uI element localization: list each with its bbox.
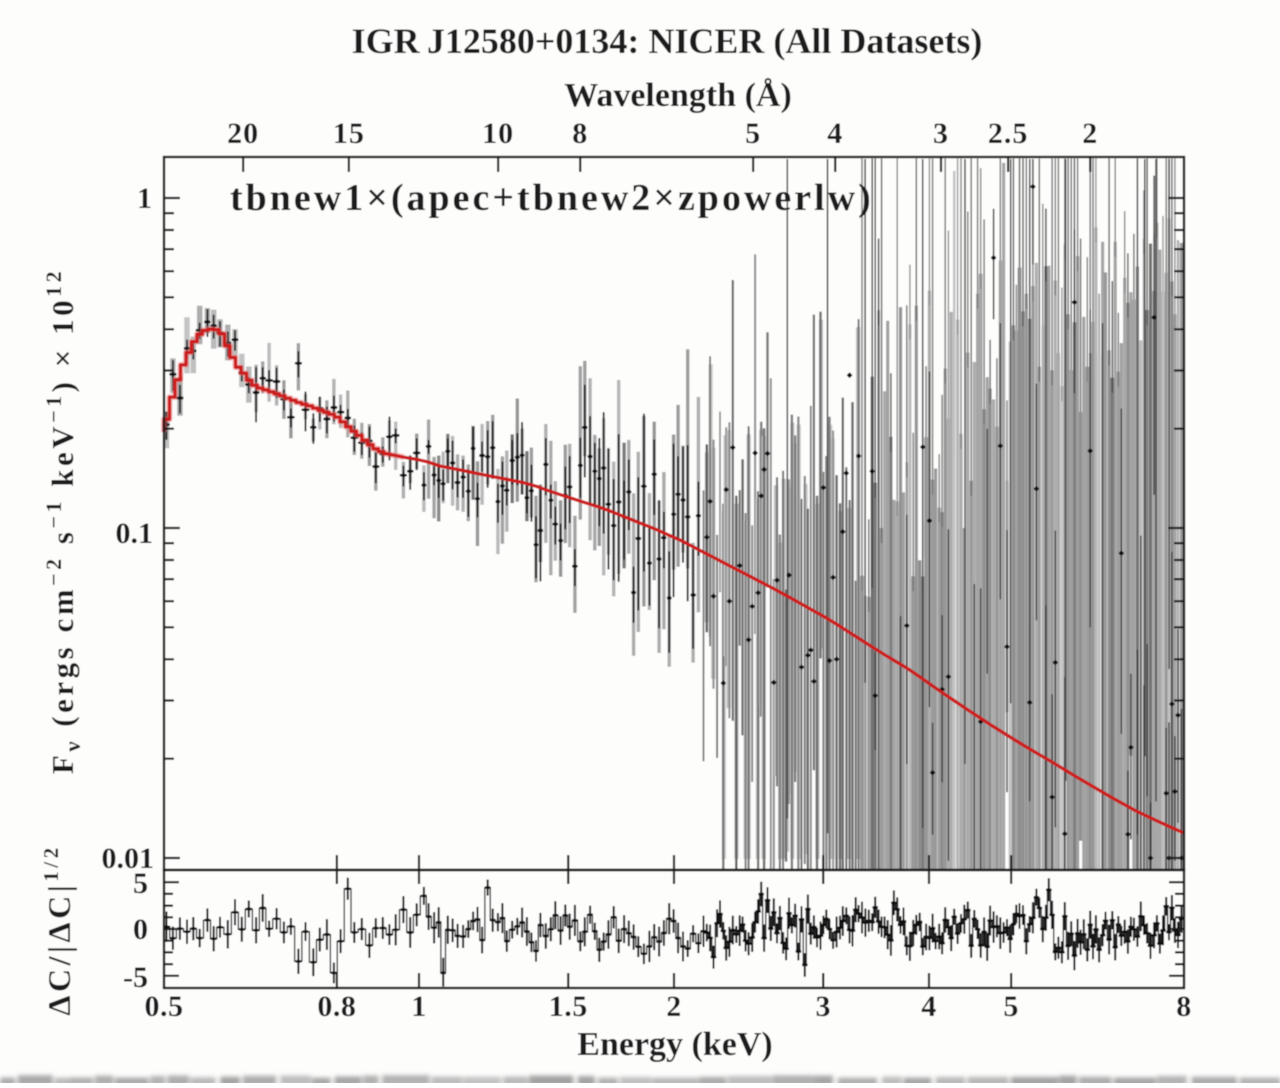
svg-text:2: 2 — [666, 990, 682, 1023]
svg-text:tbnew1×(apec+tbnew2×zpowerlw): tbnew1×(apec+tbnew2×zpowerlw) — [230, 177, 874, 219]
svg-text:0.8: 0.8 — [317, 990, 356, 1023]
svg-text:0.5: 0.5 — [145, 990, 184, 1023]
svg-text:2.5: 2.5 — [988, 117, 1029, 150]
svg-text:1: 1 — [411, 990, 427, 1023]
svg-text:2: 2 — [1082, 117, 1098, 150]
svg-text:8: 8 — [572, 117, 588, 150]
svg-text:1.5: 1.5 — [549, 990, 588, 1023]
svg-text:10: 10 — [482, 117, 514, 150]
svg-text:20: 20 — [227, 117, 259, 150]
svg-text:5: 5 — [1003, 990, 1019, 1023]
svg-text:3: 3 — [815, 990, 831, 1023]
svg-text:5: 5 — [745, 117, 761, 150]
svg-text:Wavelength (Å): Wavelength (Å) — [564, 77, 792, 114]
svg-text:0.1: 0.1 — [116, 517, 154, 550]
svg-text:8: 8 — [1176, 990, 1192, 1023]
svg-text:4: 4 — [921, 990, 937, 1023]
svg-text:15: 15 — [333, 117, 365, 150]
svg-text:1: 1 — [137, 182, 152, 215]
svg-text:Energy (keV): Energy (keV) — [577, 1026, 772, 1063]
svg-text:5: 5 — [133, 867, 148, 900]
svg-text:3: 3 — [933, 117, 949, 150]
svg-text:IGR J12580+0134: NICER (All D: IGR J12580+0134: NICER (All Datasets) — [352, 21, 983, 61]
svg-text:4: 4 — [827, 117, 843, 150]
svg-text:0: 0 — [133, 913, 148, 946]
